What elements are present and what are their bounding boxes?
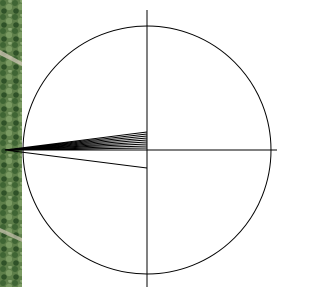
page: Wedge overlay {} html, body { margin: 0;… xyxy=(0,0,320,287)
body: (() => { const data = JSON.parse(documen… xyxy=(0,0,277,287)
map-view xyxy=(0,0,277,287)
aerial-imagery xyxy=(0,0,22,287)
